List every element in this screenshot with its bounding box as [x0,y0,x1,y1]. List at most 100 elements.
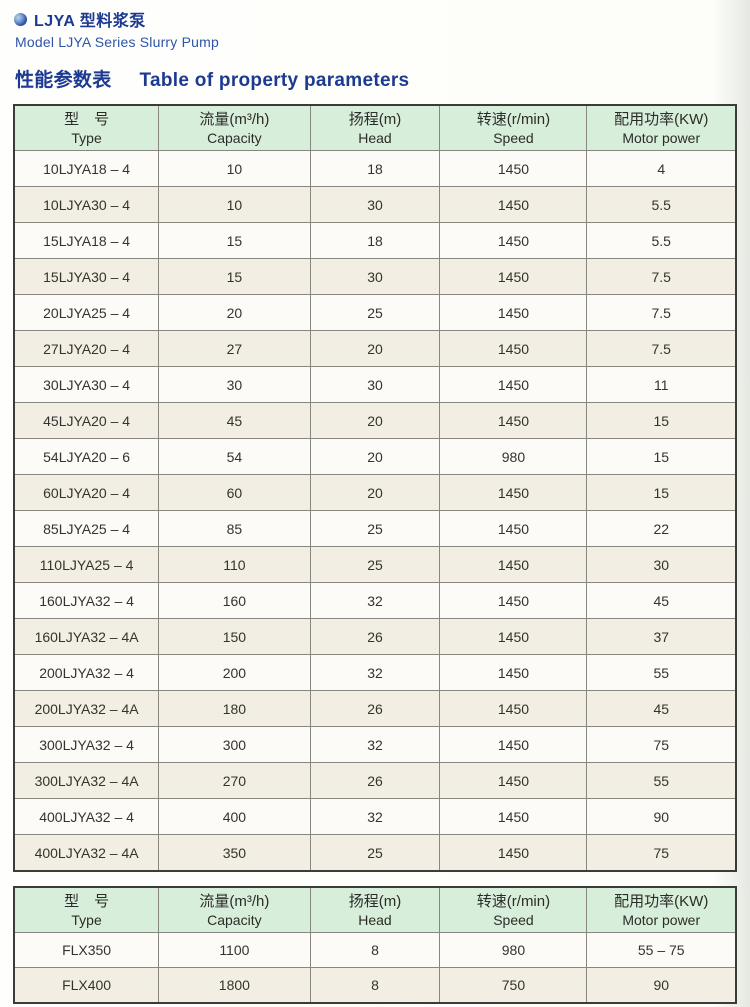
col-header-speed-zh: 转速(r/min) [476,893,551,911]
table-cell: 1800 [158,967,311,1004]
table-row: 10LJYA18 – 4 10 18 1450 4 [13,150,737,187]
col-header-motor-power: 配用功率(KW) Motor power [586,886,737,933]
table-cell: 1450 [439,726,588,763]
table-cell: 1450 [439,366,588,403]
table-cell: 1450 [439,258,588,295]
table-cell: 18 [309,150,441,187]
col-header-head-zh: 扬程(m) [348,893,402,911]
table-cell: 1450 [439,798,588,835]
table-cell: 18 [309,222,441,259]
table-cell: 7.5 [586,258,737,295]
sphere-bullet-icon [14,12,27,26]
table-cell: 20 [309,474,441,511]
table-cell: 30 [309,258,441,295]
table-cell: 180 [158,690,311,727]
table-cell: 150 [158,618,311,655]
table-cell: 300LJYA32 – 4A [13,762,160,799]
table-row: 200LJYA32 – 4 200 32 1450 55 [13,654,737,691]
table-cell: 1450 [439,402,588,439]
col-header-capacity: 流量(m³/h) Capacity [158,104,311,151]
header-row: 型 号 Type 流量(m³/h) Capacity 扬程(m) Head 转速… [13,886,737,933]
table-cell: 20 [309,402,441,439]
col-header-motor-power-en: Motor power [622,912,701,929]
table-cell: 400 [158,798,311,835]
table-cell: 25 [309,294,441,331]
col-header-type: 型 号 Type [13,886,160,933]
table-cell: 1450 [439,474,588,511]
ljya-table-body: 10LJYA18 – 4 10 18 1450 4 10LJYA30 – 4 10 30 145… [13,150,737,872]
col-header-head: 扬程(m) Head [309,104,441,151]
table-cell: 1450 [439,330,588,367]
doc-header: LJYA 型料浆泵 Model LJYA Series Slurry Pump … [0,0,750,92]
col-header-speed-en: Speed [493,130,534,147]
table-cell: 1450 [439,510,588,547]
table-cell: 7.5 [586,294,737,331]
table-cell: 1450 [439,762,588,799]
table-cell: 60LJYA20 – 4 [13,474,160,511]
table-cell: 4 [586,150,737,187]
table-cell: 1450 [439,834,588,872]
flx-table-head: 型 号 Type 流量(m³/h) Capacity 扬程(m) Head 转速… [13,886,737,933]
col-header-capacity: 流量(m³/h) Capacity [158,886,311,933]
table-cell: 22 [586,510,737,547]
col-header-head: 扬程(m) Head [309,886,441,933]
table-row: 300LJYA32 – 4A 270 26 1450 55 [13,762,737,799]
flx-table-body: FLX350 1100 8 980 55 – 75 FLX400 1800 8 750 90 [13,932,737,1004]
table-cell: 30 [309,186,441,223]
table-cell: 200 [158,654,311,691]
col-header-speed: 转速(r/min) Speed [439,886,588,933]
table-cell: 10 [158,186,311,223]
table-cell: 1450 [439,654,588,691]
table-cell: 55 [586,654,737,691]
doc-title-zh: LJYA 型料浆泵 [34,13,146,30]
table-cell: 55 [586,762,737,799]
table-cell: 5.5 [586,222,737,259]
col-header-type-en: Type [71,912,102,929]
table-row: 200LJYA32 – 4A 180 26 1450 45 [13,690,737,727]
col-header-capacity-zh: 流量(m³/h) [199,893,270,911]
doc-title-line: LJYA 型料浆泵 [14,7,750,31]
col-header-head-zh: 扬程(m) [348,111,402,129]
section-title-en: Table of property parameters [139,70,410,91]
table-cell: 300LJYA32 – 4 [13,726,160,763]
table-row: 10LJYA30 – 4 10 30 1450 5.5 [13,186,737,223]
col-header-speed-zh: 转速(r/min) [476,111,551,129]
table-cell: 32 [309,654,441,691]
section-title: 性能参数表 Table of property parameters [15,65,750,92]
table-cell: 20 [158,294,311,331]
table-cell: 75 [586,834,737,872]
table-cell: 15 [586,402,737,439]
table-cell: 55 – 75 [586,932,737,968]
col-header-motor-power-en: Motor power [622,130,701,147]
table-cell: 110LJYA25 – 4 [13,546,160,583]
col-header-capacity-en: Capacity [207,130,262,147]
table-cell: 45 [158,402,311,439]
col-header-motor-power-zh: 配用功率(KW) [614,111,709,129]
table-cell: 90 [586,967,737,1004]
table-cell: 25 [309,510,441,547]
table-cell: 8 [309,967,441,1004]
table-row: 54LJYA20 – 6 54 20 980 15 [13,438,737,475]
table-cell: 1450 [439,294,588,331]
table-row: 85LJYA25 – 4 85 25 1450 22 [13,510,737,547]
table-cell: 1450 [439,150,588,187]
table-cell: 1450 [439,690,588,727]
table-cell: 45 [586,690,737,727]
col-header-type-zh: 型 号 [64,893,110,911]
table-cell: 90 [586,798,737,835]
table-cell: 15 [586,474,737,511]
table-cell: 8 [309,932,441,968]
col-header-speed-en: Speed [493,912,534,929]
table-cell: 25 [309,834,441,872]
table-cell: 160LJYA32 – 4 [13,582,160,619]
table-row: FLX400 1800 8 750 90 [13,967,737,1004]
table-row: 160LJYA32 – 4A 150 26 1450 37 [13,618,737,655]
table-cell: 980 [439,932,588,968]
table-cell: 26 [309,762,441,799]
table-cell: 11 [586,366,737,403]
table-cell: 54LJYA20 – 6 [13,438,160,475]
table-cell: 15 [158,258,311,295]
table-cell: 980 [439,438,588,475]
table-cell: 1450 [439,546,588,583]
ljya-table-head: 型 号 Type 流量(m³/h) Capacity 扬程(m) Head 转速… [13,104,737,151]
